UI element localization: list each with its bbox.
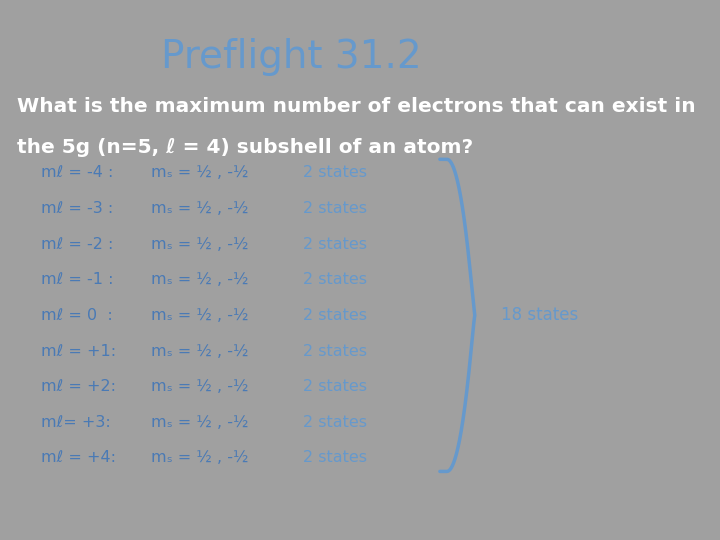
Text: 18 states: 18 states bbox=[501, 306, 578, 325]
Text: mℓ = +2:: mℓ = +2: bbox=[41, 379, 121, 394]
Text: mₛ = ½ , -½: mₛ = ½ , -½ bbox=[151, 308, 249, 323]
Text: What is the maximum number of electrons that can exist in: What is the maximum number of electrons … bbox=[17, 97, 696, 116]
Text: 2 states: 2 states bbox=[303, 201, 367, 216]
Text: mℓ = -4 :: mℓ = -4 : bbox=[41, 165, 118, 180]
Text: mℓ = 0  :: mℓ = 0 : bbox=[41, 308, 117, 323]
Text: 2 states: 2 states bbox=[303, 272, 367, 287]
Text: 2 states: 2 states bbox=[303, 379, 367, 394]
Text: 2 states: 2 states bbox=[303, 237, 367, 252]
Text: mₛ = ½ , -½: mₛ = ½ , -½ bbox=[151, 237, 249, 252]
Text: mℓ = +1:: mℓ = +1: bbox=[41, 343, 121, 359]
Text: mℓ = -2 :: mℓ = -2 : bbox=[41, 237, 118, 252]
Text: mℓ = -1 :: mℓ = -1 : bbox=[41, 272, 118, 287]
Text: mₛ = ½ , -½: mₛ = ½ , -½ bbox=[151, 201, 249, 216]
Text: mₛ = ½ , -½: mₛ = ½ , -½ bbox=[151, 379, 249, 394]
Text: mₛ = ½ , -½: mₛ = ½ , -½ bbox=[151, 450, 249, 465]
Text: 2 states: 2 states bbox=[303, 165, 367, 180]
Text: 2 states: 2 states bbox=[303, 415, 367, 430]
Text: mℓ = +4:: mℓ = +4: bbox=[41, 450, 121, 465]
Text: mₛ = ½ , -½: mₛ = ½ , -½ bbox=[151, 415, 249, 430]
Text: mℓ= +3:: mℓ= +3: bbox=[41, 415, 116, 430]
Text: mₛ = ½ , -½: mₛ = ½ , -½ bbox=[151, 165, 249, 180]
Text: 2 states: 2 states bbox=[303, 308, 367, 323]
Text: 2 states: 2 states bbox=[303, 450, 367, 465]
Text: 2 states: 2 states bbox=[303, 343, 367, 359]
Text: mₛ = ½ , -½: mₛ = ½ , -½ bbox=[151, 272, 249, 287]
Text: mℓ = -3 :: mℓ = -3 : bbox=[41, 201, 118, 216]
Text: the 5g (n=5, ℓ = 4) subshell of an atom?: the 5g (n=5, ℓ = 4) subshell of an atom? bbox=[17, 138, 474, 157]
Text: Preflight 31.2: Preflight 31.2 bbox=[161, 38, 422, 76]
Text: mₛ = ½ , -½: mₛ = ½ , -½ bbox=[151, 343, 249, 359]
